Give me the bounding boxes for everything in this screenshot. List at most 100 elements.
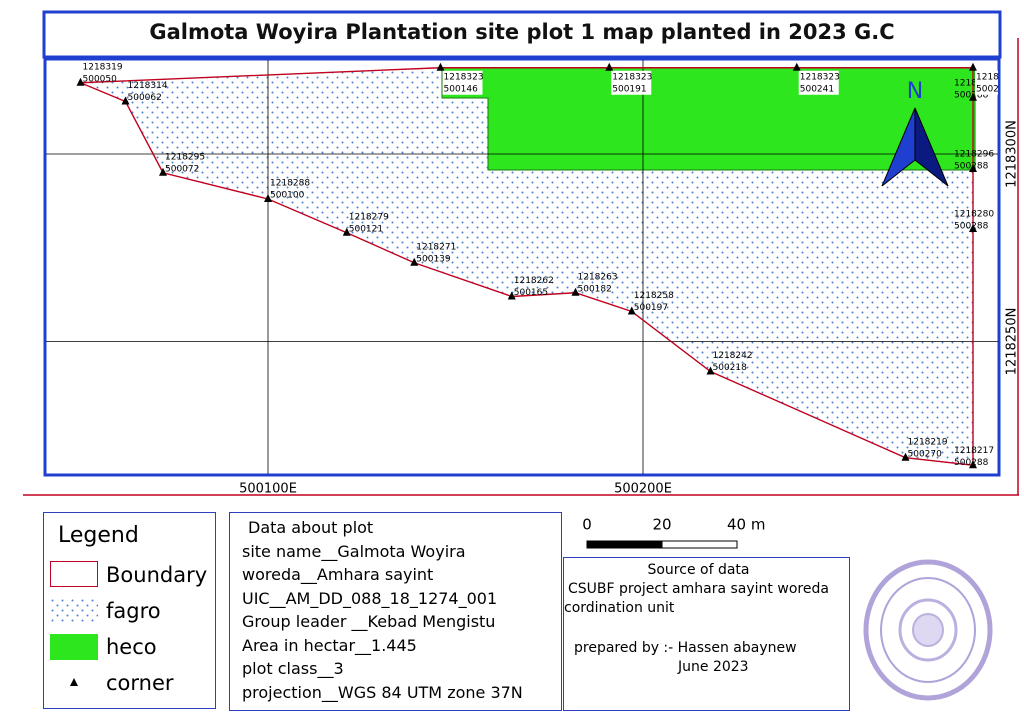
easting-label: 500200E [614,482,672,497]
map-svg: Galmota Woyira Plantation site plot 1 ma… [23,10,1020,497]
corner-easting: 500241 [800,84,834,94]
plot-info-line: woreda__Amhara sayint [242,565,434,584]
legend-box: Legend Boundary fagro heco corner [43,512,216,709]
corner-northing: 1218323 [444,72,484,82]
stamp [863,559,993,701]
corner-northing: 1218314 [128,81,168,91]
corner-northing: 1218271 [416,242,456,252]
legend-item: Boundary [106,563,208,587]
mark-layer: 1218319 500050 1218314 500062 1218295 500072 1… [76,62,1016,469]
legend-title: Legend [58,523,139,548]
corner [76,77,85,86]
corner [342,227,351,236]
scale-label: 20 [652,516,671,534]
corner-northing: 1218319 [83,62,123,72]
corner-northing: 1218242 [713,351,753,361]
label-bg [975,70,998,95]
label-bg [798,70,839,95]
corner-northing: 1218279 [349,212,389,222]
corner [792,62,801,71]
corner-northing: 1218262 [514,276,554,286]
corner-easting: 500288 [954,222,989,232]
corner-easting: 500218 [713,363,748,373]
label-bg [442,70,483,95]
legend-item: fagro [106,599,161,623]
corner-northing: 1218296 [954,150,994,160]
easting-label: 500100E [239,482,297,497]
corner-easting: 500139 [416,254,451,264]
legend-swatch [50,634,98,660]
corner-northing: 1218295 [165,152,205,162]
corner-easting: 500288 [954,458,989,468]
line-layer [80,67,974,467]
corner [507,291,516,300]
scale-segment [586,540,663,549]
source-line: cordination unit [564,600,675,616]
corner [969,164,977,172]
scale-bar: 0 20 40 m [582,516,765,549]
plot-info-line: UIC__AM_DD_088_18_1274_001 [242,588,498,608]
corner [969,62,977,71]
corner [627,306,636,315]
plot-info-line: Group leader __Kebad Mengistu [242,612,496,631]
corner [159,167,167,176]
source-line: CSUBF project amhara sayint woreda [568,581,829,597]
scale-label: 0 [582,516,592,534]
plot-info-line: projection__WGS 84 UTM zone 37N [242,682,523,702]
corner-easting: 500100 [270,191,305,201]
source-title: Source of data [647,562,750,578]
corner [436,62,445,71]
corner [410,257,419,266]
legend-item: heco [106,635,157,659]
corner-easting: 500288 [954,162,989,172]
corner-northing: 1218323 [612,72,652,82]
legend-item: corner [106,671,174,695]
corner-easting: 500288 [976,84,1011,94]
grid-layer [46,60,998,474]
plot-info-lines: site name__Galmota Woyira woreda__Amhara … [242,540,561,705]
axis-layer: 500100E 500200E 1218300N 1218250N [239,120,1019,496]
corner-easting: 500182 [578,284,612,294]
corner-easting: 500197 [634,303,668,313]
north-arrow: N [881,79,949,187]
legend-swatch [50,598,98,624]
corner [969,460,977,469]
corner-northing: 1218263 [578,272,618,282]
corner-easting: 500050 [83,74,118,84]
corner-northing: 1218258 [634,291,674,301]
corner-northing: 1218323 [976,72,1016,82]
source-box: Source of data CSUBF project amhara sayi… [563,557,850,711]
corner [571,287,580,296]
corner-northing: 1218323 [800,72,840,82]
corner-easting: 500146 [444,84,479,94]
boundary-line [80,67,974,467]
plot-info-title: Data about plot [248,518,374,537]
corner [969,92,977,101]
prepared-by: prepared by :- Hassen abaynew [574,640,797,656]
corner [264,194,272,202]
corner [901,452,910,461]
plot-info-box: Data about plot site name__Galmota Woyir… [229,512,562,711]
corner-northing: 1218315 [954,78,994,88]
scale-label: 40 m [727,516,765,534]
legend-swatch [70,678,78,686]
corner-northing: 1218280 [954,210,994,220]
corner [121,96,130,105]
corner-easting: 500191 [612,84,646,94]
north-label: N [907,79,923,104]
corner-easting: 500072 [165,164,199,174]
corner-easting: 500288 [954,90,989,100]
map-title: Galmota Woyira Plantation site plot 1 ma… [149,20,894,44]
corner [605,62,614,71]
northing-label: 1218300N [1005,120,1020,188]
corner [706,366,715,375]
corner-easting: 500165 [514,288,548,298]
label-bg [611,70,652,95]
northing-label: 1218250N [1005,308,1020,376]
corner-easting: 500121 [349,224,383,234]
corner-easting: 500270 [908,449,943,459]
legend-swatch [50,561,98,587]
corner-easting: 500062 [128,93,162,103]
scale-segment [661,540,738,549]
